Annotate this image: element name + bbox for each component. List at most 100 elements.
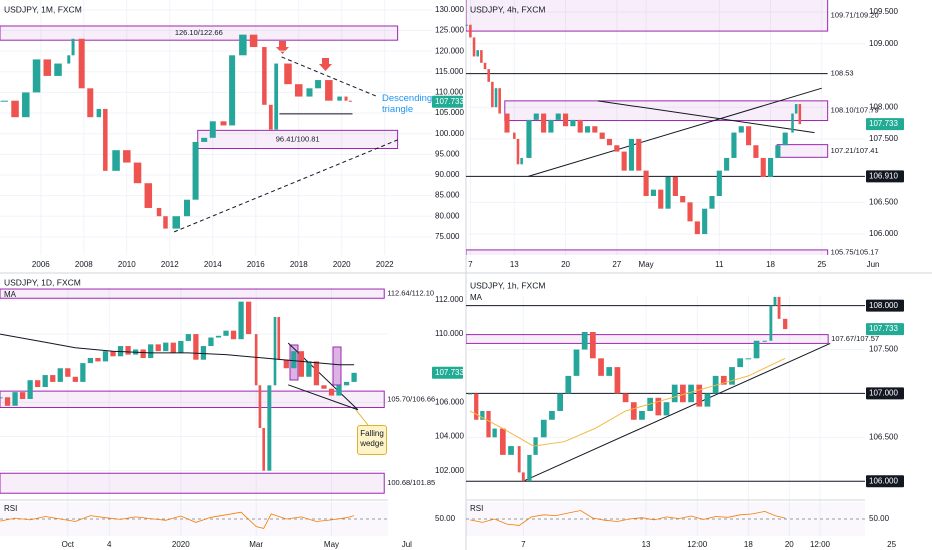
candle bbox=[80, 363, 86, 382]
candle bbox=[277, 317, 281, 360]
y-tick-label: 105.000 bbox=[435, 108, 464, 117]
last-price-tag bbox=[866, 118, 904, 131]
x-tick-label: May bbox=[324, 540, 339, 549]
y-tick-label: 110.000 bbox=[435, 88, 464, 97]
x-tick-label: 2020 bbox=[172, 540, 190, 549]
candle bbox=[254, 334, 258, 386]
x-tick-label: 27 bbox=[612, 260, 621, 269]
indicator-line bbox=[469, 357, 786, 447]
candle bbox=[476, 50, 479, 57]
x-tick-label: Oct bbox=[62, 540, 75, 549]
candle bbox=[672, 176, 678, 197]
candle bbox=[65, 368, 71, 377]
x-tick-label: 4 bbox=[107, 540, 112, 549]
candle bbox=[628, 138, 635, 171]
candle bbox=[144, 183, 153, 208]
candle bbox=[643, 170, 649, 197]
zone-label: 105.75/105.17 bbox=[831, 247, 879, 256]
candle bbox=[555, 113, 561, 120]
y-tick-label: 100.000 bbox=[435, 129, 464, 138]
trendline bbox=[281, 56, 379, 98]
zone bbox=[197, 129, 399, 150]
candle bbox=[467, 393, 473, 395]
x-tick-label: 12:00 bbox=[687, 540, 708, 549]
candle bbox=[148, 344, 154, 358]
candle bbox=[172, 216, 180, 229]
x-tick-label: 2016 bbox=[247, 260, 265, 269]
candle bbox=[720, 375, 727, 385]
y-tick-label: 106.000 bbox=[869, 229, 898, 238]
candle bbox=[268, 104, 273, 130]
candle bbox=[798, 104, 802, 125]
candle bbox=[19, 392, 26, 399]
x-tick-label: 11 bbox=[715, 260, 724, 269]
candle bbox=[274, 63, 279, 130]
x-tick-label: 18 bbox=[766, 260, 775, 269]
last-price-label: 107.733 bbox=[869, 324, 898, 333]
candle bbox=[72, 376, 78, 382]
y-tick-label: 107.500 bbox=[869, 345, 898, 354]
pattern-annotation: Descending triangle bbox=[382, 93, 433, 115]
candle bbox=[491, 81, 494, 108]
candle bbox=[183, 199, 190, 217]
candle bbox=[95, 358, 101, 362]
candle bbox=[220, 121, 227, 126]
candle bbox=[499, 428, 506, 455]
candle bbox=[513, 132, 516, 139]
y-tick-label: 102.000 bbox=[435, 466, 464, 475]
y-tick-label: 106.000 bbox=[435, 397, 464, 406]
candle bbox=[215, 335, 222, 338]
candle bbox=[767, 157, 774, 177]
candle bbox=[185, 334, 191, 341]
y-tick-label: 80.000 bbox=[435, 211, 460, 220]
candle bbox=[777, 296, 781, 319]
x-tick-label: 2018 bbox=[290, 260, 308, 269]
candle bbox=[783, 318, 788, 330]
candle bbox=[57, 368, 63, 382]
candle bbox=[67, 55, 71, 64]
zone-label: 100.68/101.85 bbox=[387, 478, 435, 487]
x-tick-label: 13 bbox=[642, 540, 651, 549]
candle bbox=[527, 454, 532, 482]
x-tick-label: 2006 bbox=[32, 260, 50, 269]
candle bbox=[42, 375, 48, 388]
trendline bbox=[523, 342, 831, 482]
x-tick-label: 18 bbox=[744, 540, 753, 549]
candle bbox=[716, 170, 722, 197]
candle bbox=[483, 62, 487, 70]
candle bbox=[328, 388, 335, 396]
candle bbox=[521, 472, 525, 482]
candle bbox=[78, 38, 85, 89]
candle bbox=[306, 88, 313, 97]
zone bbox=[0, 390, 385, 409]
candle bbox=[738, 126, 744, 133]
x-tick-label: 2012 bbox=[161, 260, 179, 269]
candle bbox=[599, 132, 605, 139]
candle bbox=[469, 24, 472, 38]
zone-label: 109.71/109.20 bbox=[831, 11, 879, 20]
candle bbox=[663, 402, 670, 416]
candle bbox=[573, 349, 580, 376]
candle bbox=[209, 121, 216, 138]
level-tag-label: 106.000 bbox=[869, 476, 898, 485]
chart-title: USDJPY, 1M, FXCM bbox=[4, 4, 82, 14]
candle bbox=[729, 367, 735, 385]
candle bbox=[650, 189, 656, 197]
candle bbox=[201, 137, 208, 142]
candle bbox=[541, 113, 547, 133]
y-tick-label: 95.000 bbox=[435, 149, 460, 158]
candle bbox=[336, 385, 342, 396]
y-tick-label: 125.000 bbox=[435, 26, 464, 35]
candle bbox=[12, 392, 18, 406]
candle bbox=[343, 381, 350, 386]
candle bbox=[4, 397, 11, 406]
candle bbox=[22, 92, 30, 118]
candle bbox=[321, 385, 327, 389]
trendline bbox=[528, 87, 822, 177]
last-price-tag bbox=[432, 366, 463, 379]
x-tick-label: 25 bbox=[887, 540, 896, 549]
rsi-line bbox=[0, 511, 355, 529]
candle bbox=[200, 346, 207, 360]
candle bbox=[688, 384, 694, 403]
rsi-line bbox=[470, 510, 786, 526]
